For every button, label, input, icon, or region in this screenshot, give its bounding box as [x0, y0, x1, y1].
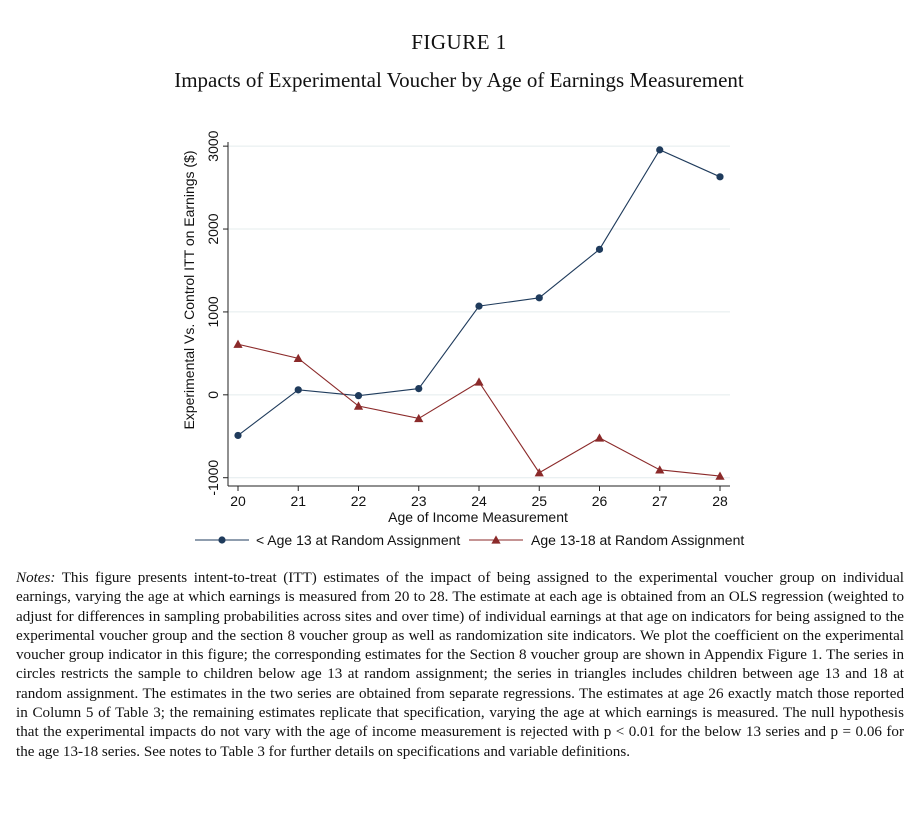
data-point-under-13 — [354, 392, 363, 400]
series-group — [233, 146, 725, 480]
data-point-age-13-18 — [594, 433, 605, 442]
x-tick-label: 27 — [652, 493, 668, 509]
x-tick-label: 21 — [290, 493, 306, 509]
legend: < Age 13 at Random Assignment Age 13-18 a… — [195, 532, 744, 548]
data-point-age-13-18 — [414, 413, 424, 423]
y-tick-label: -1000 — [205, 460, 221, 496]
line-chart: -1000 0 1000 2000 3000 20 21 22 23 24 25 26 27 28 Age … — [181, 130, 744, 548]
data-point-under-13 — [415, 385, 423, 393]
axes: -1000 0 1000 2000 3000 20 21 22 23 24 25 26 27 28 Age … — [181, 130, 730, 525]
y-tick-label: 3000 — [205, 130, 221, 161]
data-point-under-13 — [595, 245, 604, 253]
data-point-under-13 — [294, 386, 302, 394]
x-tick-label: 26 — [592, 493, 608, 509]
x-tick-label: 22 — [351, 493, 367, 509]
series-line-under-13 — [237, 149, 721, 436]
series-line-age-13-18 — [237, 343, 721, 477]
notes-lead: Notes: — [16, 570, 56, 586]
legend-label-age-13-18: Age 13-18 at Random Assignment — [531, 532, 744, 548]
figure-label: FIGURE 1 — [411, 30, 507, 54]
figure-notes: Notes: This figure presents intent-to-tr… — [16, 569, 904, 762]
data-point-age-13-18 — [293, 353, 303, 363]
x-tick-label: 25 — [531, 493, 547, 509]
data-point-age-13-18 — [474, 377, 484, 386]
notes-body: This figure presents intent-to-treat (IT… — [16, 570, 904, 760]
gridlines — [228, 145, 730, 479]
data-point-under-13 — [234, 431, 242, 440]
data-point-under-13 — [535, 294, 543, 302]
legend-swatch-marker-under-13 — [218, 536, 226, 544]
x-tick-label: 20 — [230, 493, 246, 509]
y-tick-label: 2000 — [205, 213, 221, 244]
data-point-age-13-18 — [233, 339, 243, 348]
data-point-age-13-18 — [655, 465, 665, 474]
y-tick-label: 1000 — [205, 296, 221, 327]
legend-swatch-marker-age-13-18 — [491, 535, 501, 544]
x-tick-label: 23 — [411, 493, 427, 509]
figure-title: Impacts of Experimental Voucher by Age o… — [174, 68, 744, 92]
data-point-under-13 — [475, 302, 483, 310]
data-point-under-13 — [716, 173, 724, 181]
data-point-age-13-18 — [534, 468, 544, 477]
data-point-age-13-18 — [715, 471, 725, 480]
x-tick-label: 28 — [712, 493, 728, 509]
data-point-under-13 — [656, 146, 664, 154]
y-tick-label: 0 — [205, 391, 221, 399]
y-axis-title: Experimental Vs. Control ITT on Earnings… — [181, 150, 197, 429]
x-tick-label: 24 — [471, 493, 487, 509]
data-point-age-13-18 — [353, 401, 364, 410]
x-axis-title: Age of Income Measurement — [388, 509, 568, 525]
legend-label-under-13: < Age 13 at Random Assignment — [256, 532, 460, 548]
